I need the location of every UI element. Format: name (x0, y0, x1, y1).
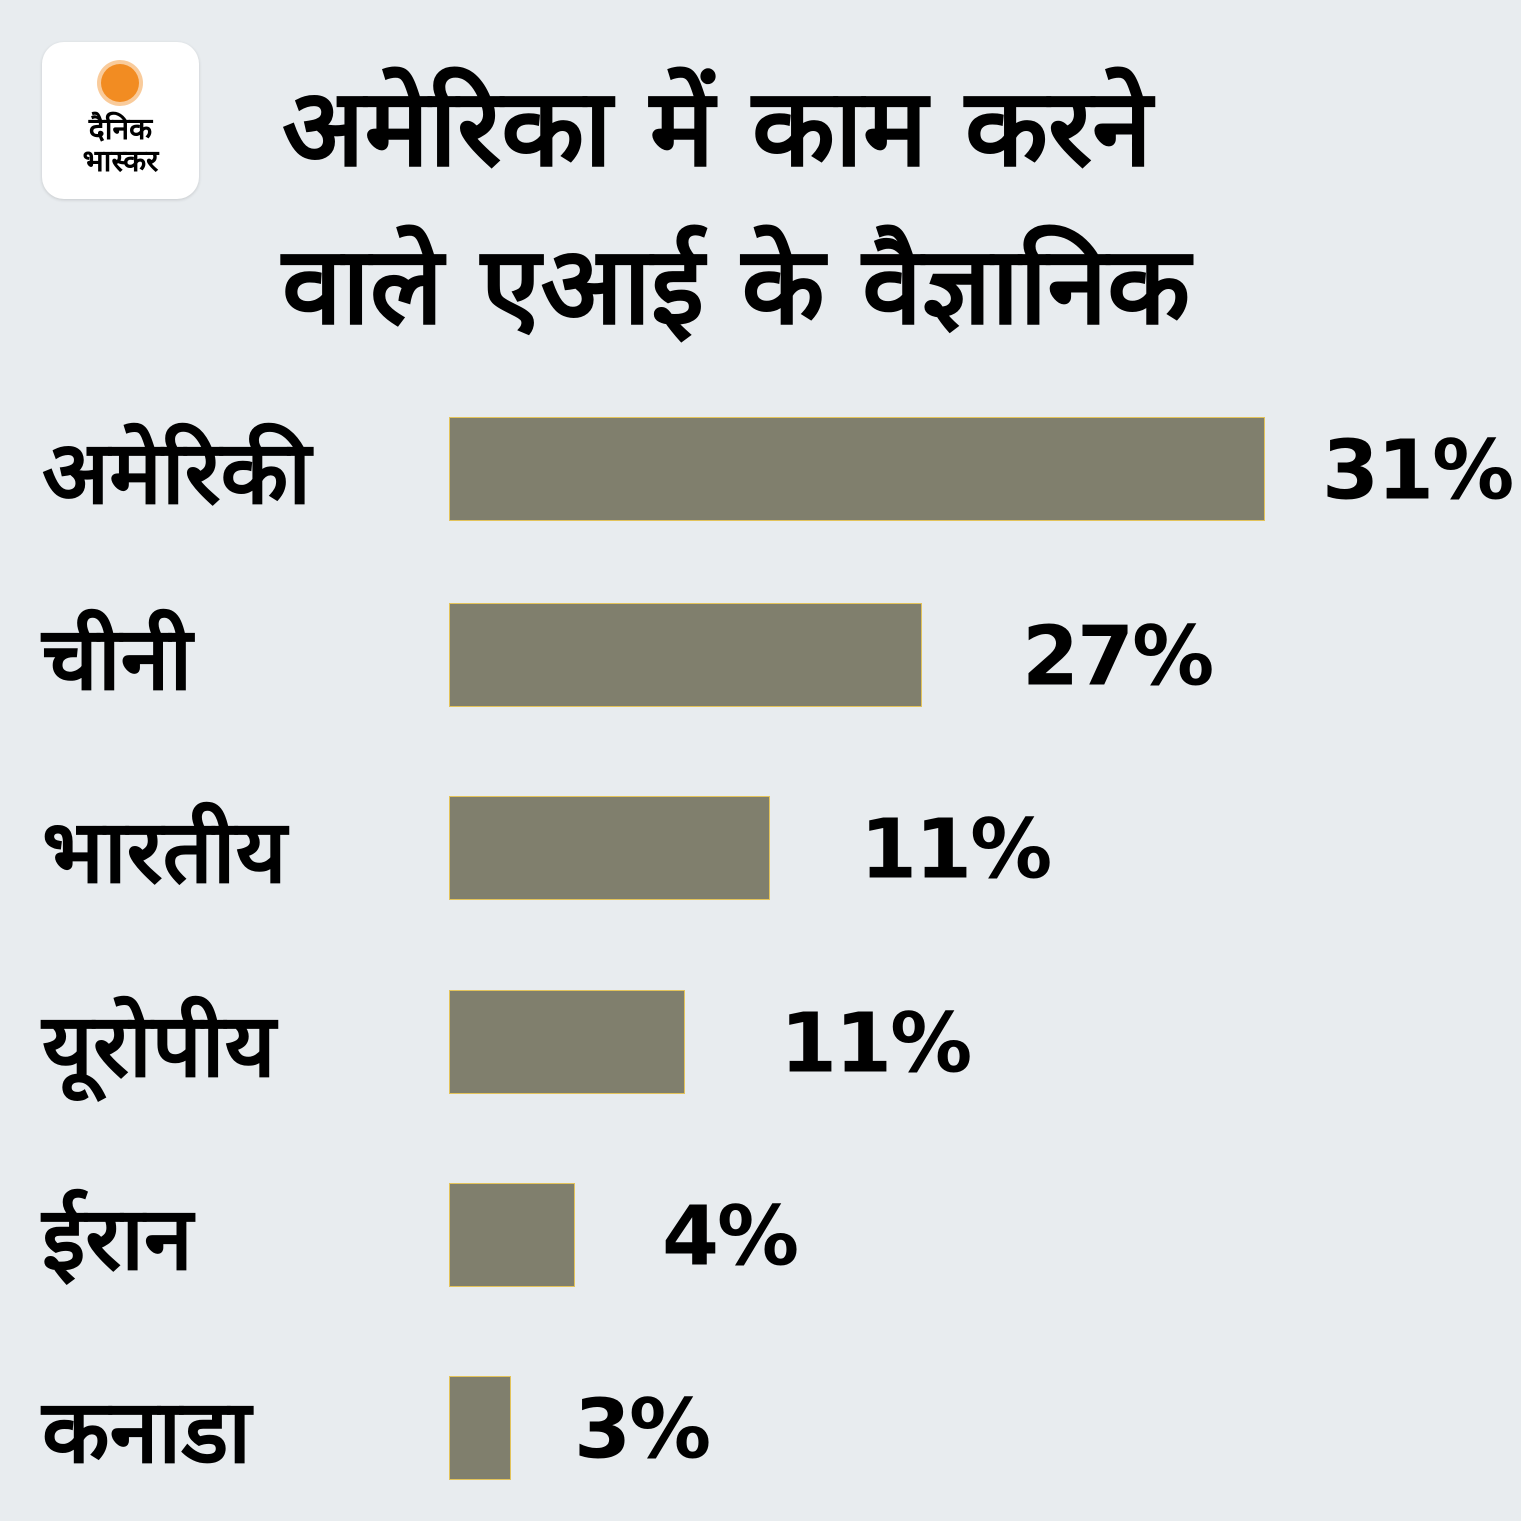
value-label: 27% (1022, 609, 1214, 705)
dainik-bhaskar-logo: दैनिक भास्कर (42, 42, 199, 199)
category-label: भारतीय (42, 800, 287, 903)
logo-line-1: दैनिक (88, 112, 153, 147)
bar (449, 990, 685, 1094)
logo-line-2: भास्कर (82, 144, 159, 179)
value-label: 11% (860, 802, 1052, 898)
category-label: ईरान (42, 1187, 193, 1290)
bar (449, 1376, 511, 1480)
value-label: 11% (780, 996, 972, 1092)
value-label: 4% (662, 1189, 799, 1285)
category-label: अमेरिकी (42, 421, 312, 524)
bar (449, 796, 770, 900)
category-label: कनाडा (42, 1380, 252, 1483)
title-line-2: वाले एआई के वैज्ञानिक (282, 224, 1191, 349)
value-label: 31% (1322, 423, 1514, 519)
bar (449, 417, 1265, 521)
category-label: चीनी (42, 607, 193, 710)
title-line-1: अमेरिका में काम करने (282, 66, 1153, 191)
bar (449, 1183, 575, 1287)
value-label: 3% (574, 1382, 711, 1478)
bar (449, 603, 922, 707)
category-label: यूरोपीय (42, 994, 276, 1097)
logo-text: दैनिक भास्कर (42, 114, 199, 178)
chart-title: अमेरिका में काम करने वाले एआई के वैज्ञान… (282, 50, 1190, 366)
sun-icon (101, 64, 139, 102)
